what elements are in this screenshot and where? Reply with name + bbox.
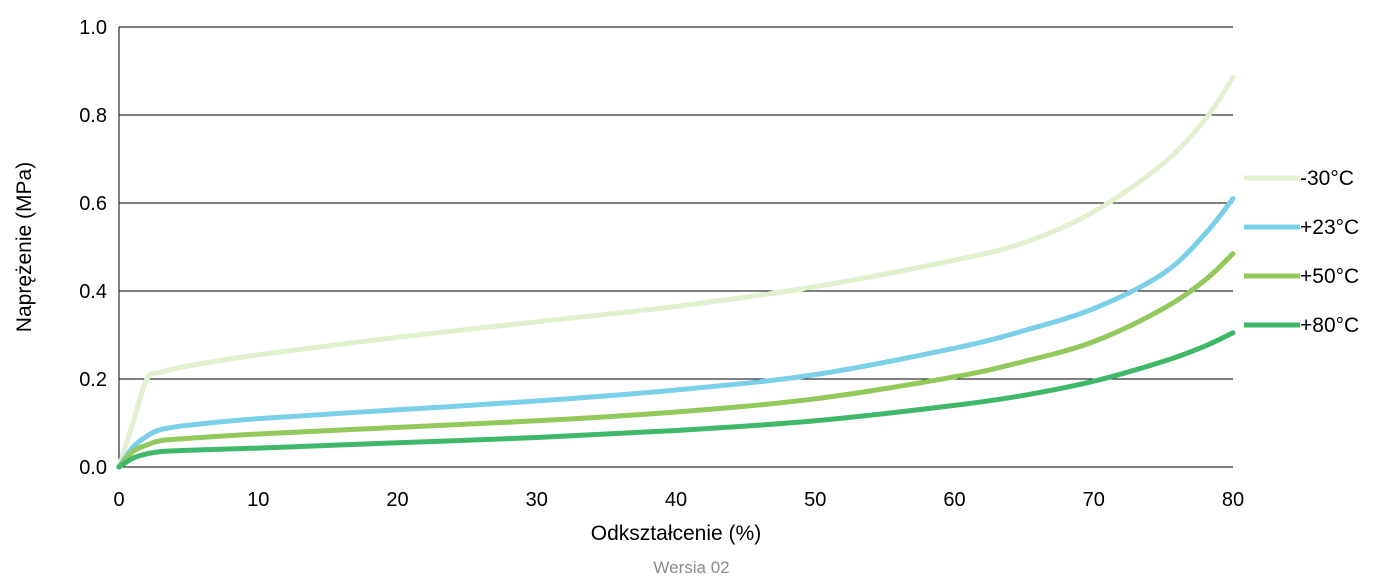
series-line: [116, 75, 1236, 470]
y-tick-labels: 0.0 0.2 0.4 0.6 0.8 1.0: [79, 17, 107, 479]
legend-label: +23°C: [1300, 216, 1359, 239]
x-tick-label: 10: [247, 489, 269, 511]
legend-label: +80°C: [1300, 314, 1359, 337]
x-tick-label: 20: [386, 489, 408, 511]
x-tick-labels: 0 10 20 30 40 50 60 70 80: [113, 489, 1244, 511]
legend: -30°C +23°C +50°C +80°C: [1244, 167, 1359, 337]
x-tick-label: 50: [804, 489, 826, 511]
x-tick-label: 80: [1222, 489, 1244, 511]
x-tick-label: 60: [943, 489, 965, 511]
axes: [118, 27, 1233, 468]
legend-label: +50°C: [1300, 265, 1359, 288]
legend-label: -30°C: [1300, 167, 1354, 190]
y-tick-label: 1.0: [79, 17, 107, 39]
grid-lines: [119, 26, 1233, 380]
series-lines: [116, 75, 1236, 470]
x-tick-label: 40: [665, 489, 687, 511]
y-tick-label: 0.8: [79, 105, 107, 127]
series-line: [116, 196, 1236, 470]
series-line: [116, 251, 1236, 470]
y-tick-label: 0.2: [79, 369, 107, 391]
y-axis-title: Naprężenie (MPa): [13, 162, 36, 332]
y-tick-label: 0.6: [79, 193, 107, 215]
x-tick-label: 0: [113, 489, 124, 511]
x-tick-label: 30: [526, 489, 548, 511]
series-line: [116, 330, 1236, 470]
y-tick-label: 0.0: [79, 457, 107, 479]
version-footer: Wersia 02: [653, 558, 730, 577]
x-axis-title: Odkształcenie (%): [591, 522, 761, 545]
x-tick-label: 70: [1083, 489, 1105, 511]
y-tick-label: 0.4: [79, 281, 107, 303]
